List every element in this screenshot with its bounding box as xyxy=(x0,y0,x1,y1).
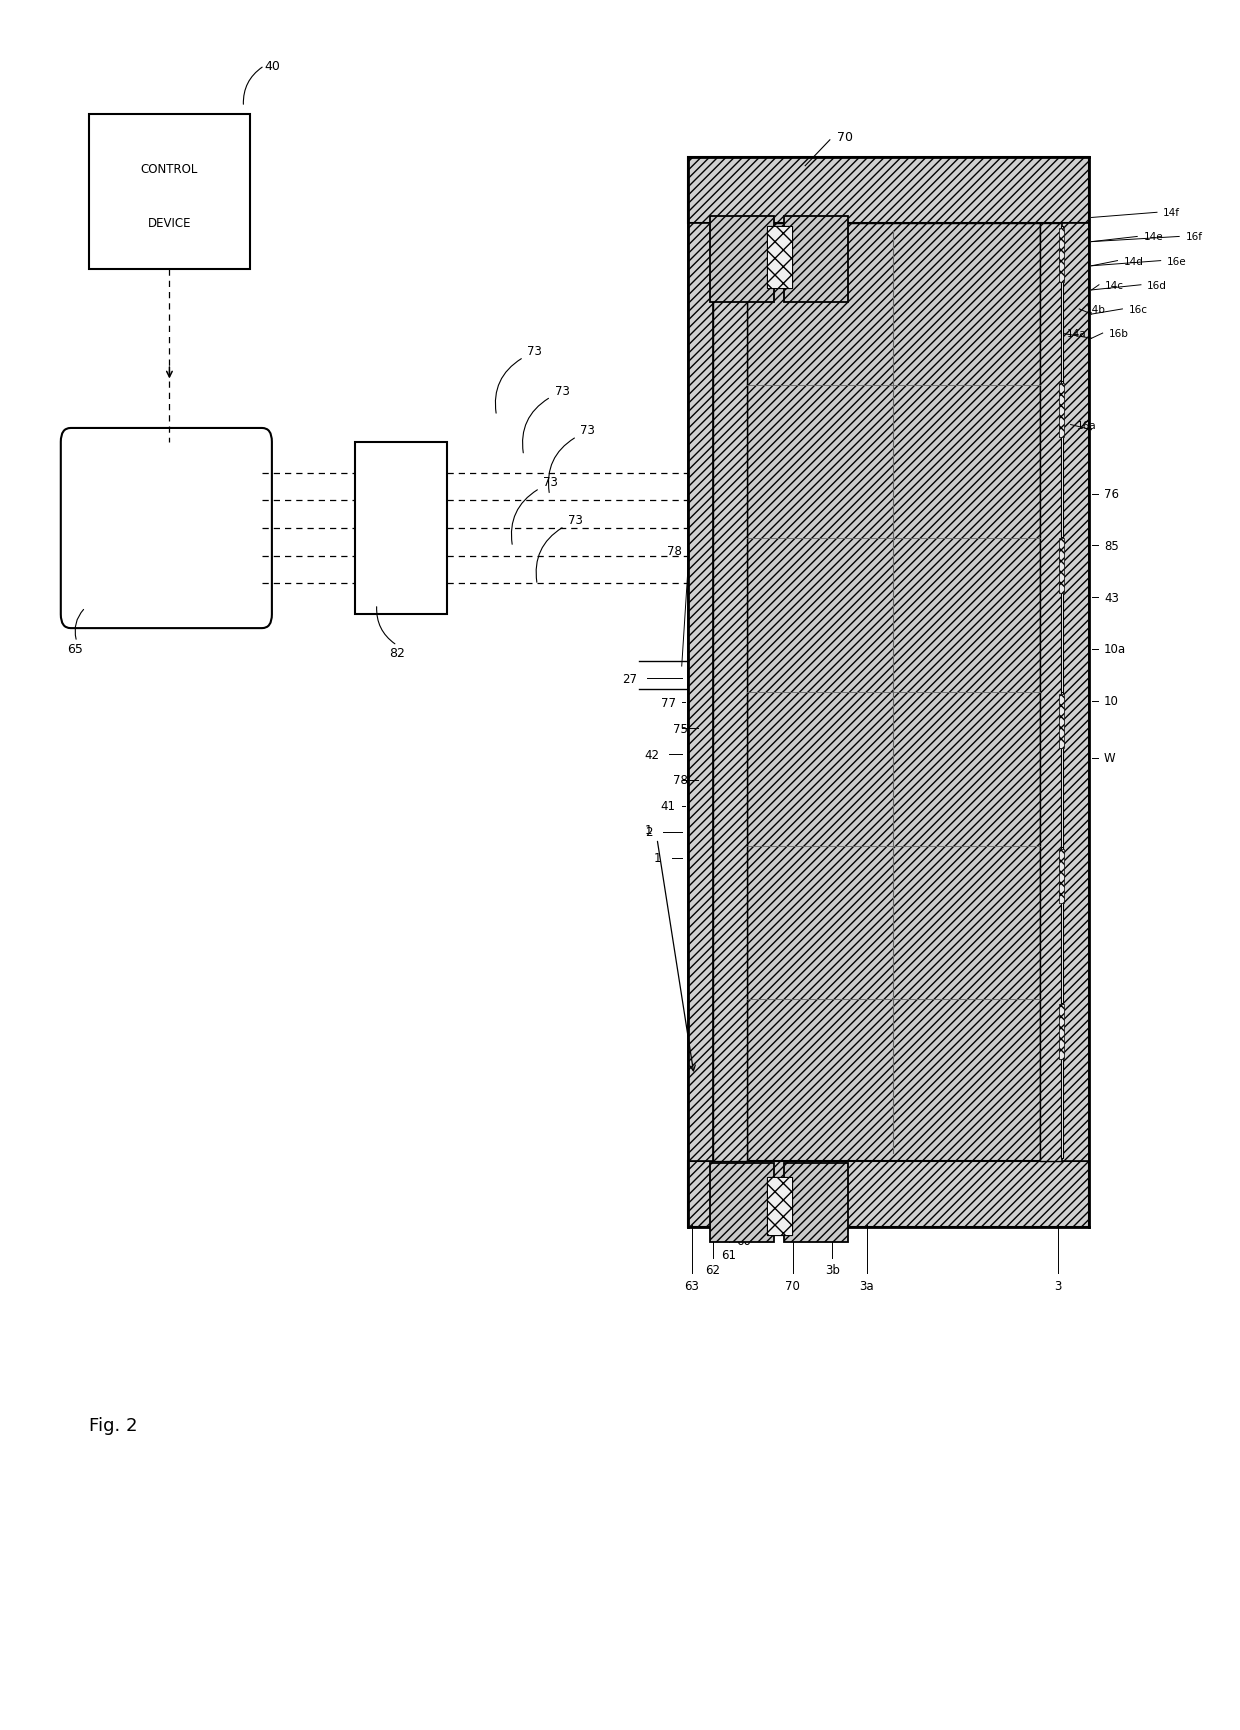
Text: 76: 76 xyxy=(1104,488,1118,500)
Text: 16e: 16e xyxy=(1167,256,1187,266)
Bar xyxy=(1039,223,1061,1161)
Text: 61: 61 xyxy=(722,1249,737,1261)
Bar xyxy=(89,114,249,270)
Bar xyxy=(1060,692,1063,848)
Bar xyxy=(1060,227,1063,382)
Bar xyxy=(766,227,791,289)
Bar xyxy=(1059,540,1064,593)
Text: 16c: 16c xyxy=(1128,304,1147,315)
Text: 82: 82 xyxy=(389,647,405,659)
Bar xyxy=(1059,694,1064,749)
Text: 14b: 14b xyxy=(1085,304,1105,315)
Text: 41: 41 xyxy=(661,799,676,813)
Bar xyxy=(748,223,1039,1161)
Text: 43: 43 xyxy=(1104,592,1118,604)
Text: 78: 78 xyxy=(673,773,688,787)
Text: 42: 42 xyxy=(645,747,660,761)
Bar xyxy=(1060,382,1063,538)
Bar xyxy=(688,157,1089,223)
Text: 3a: 3a xyxy=(859,1278,874,1292)
Text: 10a: 10a xyxy=(1104,644,1126,656)
Bar xyxy=(355,443,448,614)
Text: 73: 73 xyxy=(527,344,542,358)
Text: 2: 2 xyxy=(645,825,652,839)
Text: 85: 85 xyxy=(1104,540,1118,552)
Text: 1: 1 xyxy=(653,851,661,865)
Text: 73: 73 xyxy=(580,424,595,438)
Bar xyxy=(766,1176,791,1235)
Text: 14f: 14f xyxy=(1163,208,1180,218)
Text: 77: 77 xyxy=(661,697,676,709)
Bar xyxy=(1060,1003,1063,1157)
Text: 70: 70 xyxy=(785,1278,800,1292)
Text: 10: 10 xyxy=(1104,695,1118,708)
Bar xyxy=(1059,1005,1064,1059)
Text: CONTROL: CONTROL xyxy=(141,163,198,176)
Bar xyxy=(713,223,748,1161)
Bar xyxy=(688,223,713,1161)
Text: 75: 75 xyxy=(673,721,688,735)
Bar xyxy=(711,1163,774,1242)
Text: 16b: 16b xyxy=(1109,329,1128,339)
Bar xyxy=(1060,848,1063,1003)
Bar xyxy=(711,216,774,303)
Text: 78: 78 xyxy=(667,545,682,557)
Text: 3b: 3b xyxy=(825,1263,839,1277)
Text: 63: 63 xyxy=(684,1278,699,1292)
Text: 1: 1 xyxy=(645,823,652,837)
Text: 73: 73 xyxy=(568,514,583,526)
Text: Fig. 2: Fig. 2 xyxy=(89,1417,138,1434)
Bar xyxy=(784,1163,848,1242)
Text: W: W xyxy=(1104,751,1116,765)
Bar xyxy=(1061,223,1089,1161)
Text: 14a: 14a xyxy=(1066,329,1086,339)
Text: 70: 70 xyxy=(837,131,853,144)
Text: 14c: 14c xyxy=(1105,280,1125,291)
Text: 3: 3 xyxy=(1054,1278,1061,1292)
Text: 40: 40 xyxy=(264,61,280,73)
Bar xyxy=(688,1161,1089,1227)
Text: 73: 73 xyxy=(554,384,569,398)
Bar xyxy=(766,1176,791,1235)
Text: 62: 62 xyxy=(706,1263,720,1277)
Text: 60: 60 xyxy=(737,1235,751,1247)
Text: 16a: 16a xyxy=(1076,420,1096,431)
Bar xyxy=(1060,538,1063,692)
Text: DEVICE: DEVICE xyxy=(148,216,191,230)
Bar xyxy=(766,227,791,289)
Text: 73: 73 xyxy=(543,476,558,488)
Text: 65: 65 xyxy=(67,644,83,656)
Bar xyxy=(1059,384,1064,438)
Text: 16d: 16d xyxy=(1147,280,1167,291)
Text: 14e: 14e xyxy=(1143,232,1163,242)
Bar xyxy=(1059,228,1064,284)
Bar xyxy=(784,216,848,303)
FancyBboxPatch shape xyxy=(61,429,272,628)
Bar xyxy=(1059,849,1064,903)
Text: 14d: 14d xyxy=(1123,256,1143,266)
Text: 16f: 16f xyxy=(1185,232,1203,242)
Text: 27: 27 xyxy=(622,673,637,685)
